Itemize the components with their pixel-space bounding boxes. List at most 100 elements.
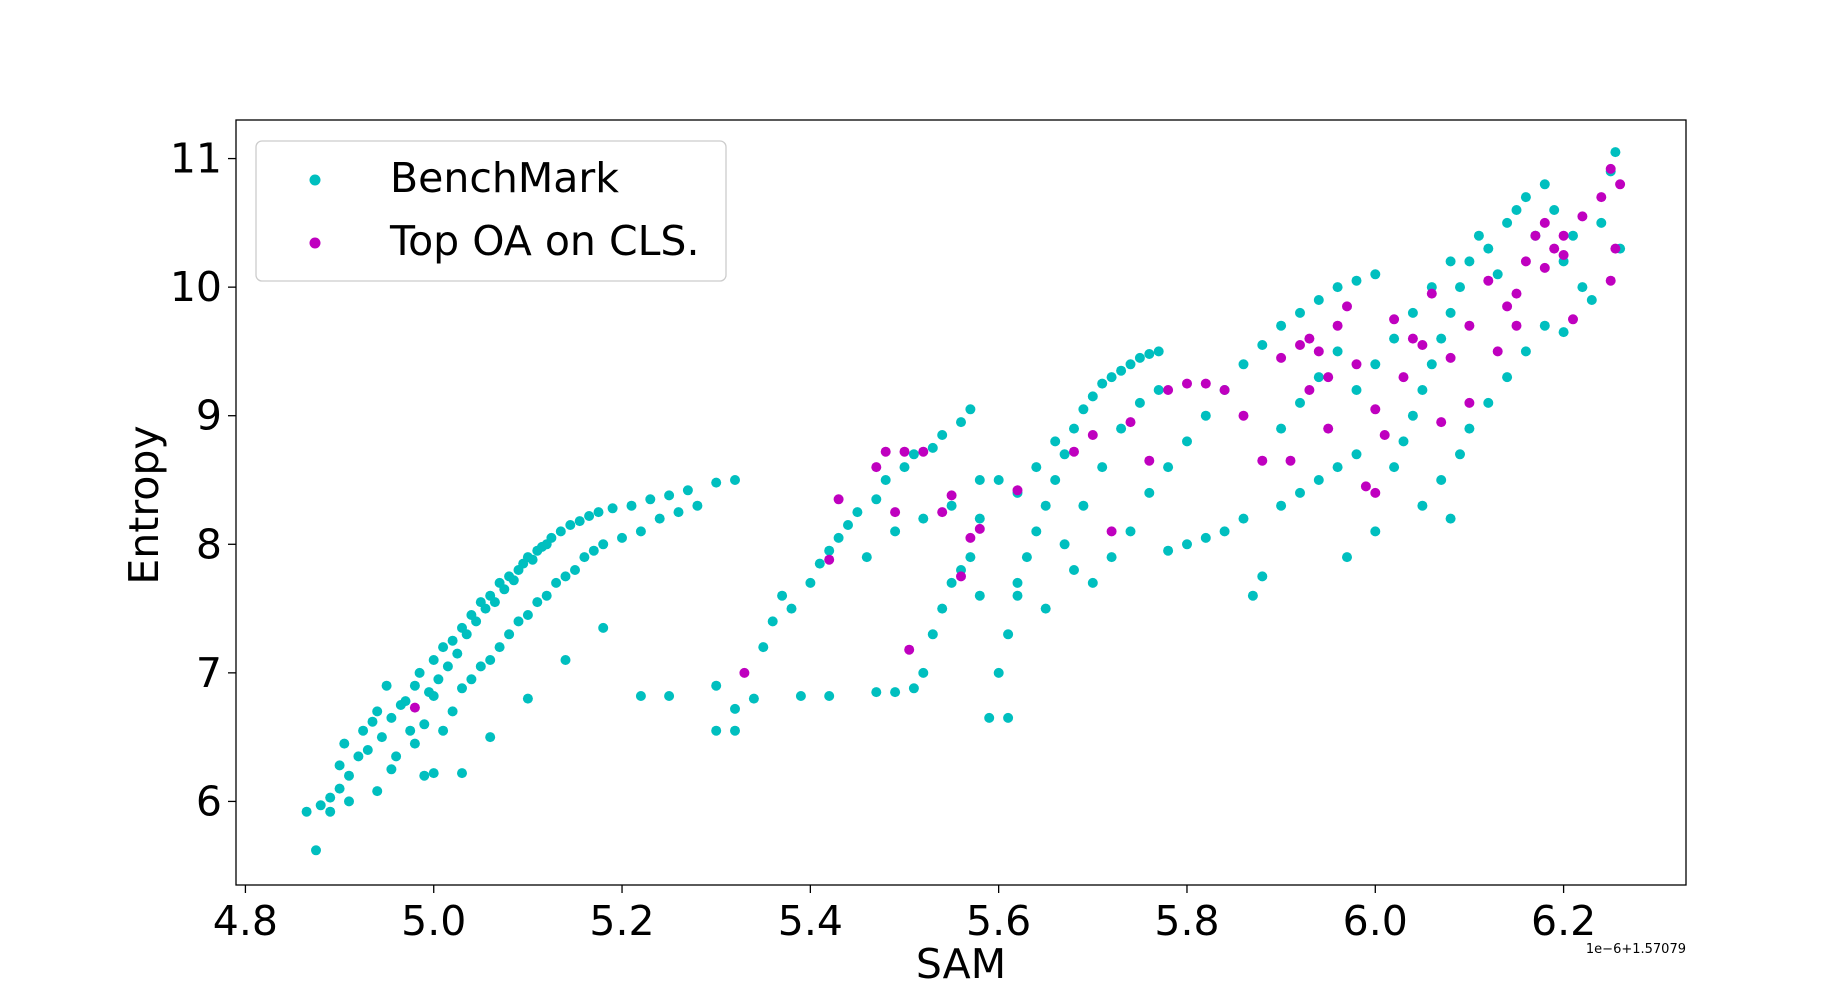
data-point [1276,320,1287,331]
data-point [1116,423,1127,434]
data-point [560,571,571,582]
data-point [1219,526,1230,537]
data-point [1313,295,1324,305]
data-point [824,545,835,556]
data-point [1134,397,1145,408]
data-point [946,500,957,511]
data-point [748,693,759,704]
data-point [890,507,901,518]
data-point [334,783,345,794]
data-point [475,661,486,672]
x-axis-label: SAM [916,940,1006,982]
data-point [438,725,449,736]
data-point [1257,340,1268,350]
data-point [1276,423,1287,434]
x-tick-label: 5.2 [589,897,654,945]
data-point [1219,385,1230,395]
data-point [1483,243,1494,254]
data-point [682,485,693,496]
legend-marker-benchmark [309,174,321,186]
data-point [1370,269,1381,280]
data-point [1445,307,1456,318]
data-point [1069,423,1079,434]
data-point [485,655,496,665]
data-point [1332,320,1343,331]
data-point [1276,352,1287,363]
data-point [1445,256,1456,267]
y-axis: 6 7 8 9 10 11 [170,135,236,825]
data-point [1097,378,1108,389]
data-point [1586,295,1597,305]
data-point [1200,532,1211,543]
data-point [1351,275,1362,286]
data-point [433,674,444,685]
data-point [1610,243,1621,254]
data-point [786,603,797,614]
x-tick-label: 5.6 [966,897,1031,945]
data-point [344,796,354,807]
data-point [1539,262,1550,273]
y-tick-label: 9 [196,392,222,440]
data-point [409,702,420,713]
data-point [1125,417,1136,428]
data-point [805,577,816,588]
data-point [1097,462,1108,473]
data-point [1332,346,1343,357]
data-point [1539,320,1550,331]
data-point [1238,410,1249,421]
data-point [1247,590,1258,601]
series-0 [301,147,1626,856]
data-point [405,725,416,736]
data-point [1464,397,1475,408]
data-point [777,590,788,601]
data-point [635,691,646,701]
data-point [1285,455,1296,466]
data-point [1464,256,1475,267]
data-point [1125,359,1136,370]
data-point [937,603,948,614]
data-point [315,800,326,811]
data-point [1078,500,1089,511]
data-point [1407,307,1418,318]
data-point [471,616,482,627]
data-point [565,520,576,530]
data-point [1304,333,1315,344]
data-point [1426,359,1437,370]
data-point [956,571,966,582]
data-point [1257,455,1268,466]
data-point [635,526,646,537]
data-point [555,526,566,537]
data-point [1464,423,1475,434]
data-point [466,674,477,685]
data-point [1464,320,1475,331]
data-point [1050,475,1061,485]
legend-label-top-oa: Top OA on CLS. [389,217,699,265]
data-point [937,507,948,518]
data-point [1040,603,1051,614]
data-point [1417,340,1428,350]
data-point [1398,372,1409,383]
data-point [1182,539,1192,550]
data-point [965,532,976,543]
data-point [334,760,345,771]
data-point [739,667,750,678]
data-point [593,507,604,518]
data-point [1182,378,1192,389]
data-point [1332,462,1343,473]
data-point [974,475,985,485]
data-point [358,725,369,736]
data-point [499,584,510,595]
x-tick-label: 4.8 [213,897,278,945]
data-point [607,503,618,514]
data-point [1558,230,1569,241]
data-point [617,532,627,543]
plot-area-frame [235,119,1687,886]
legend-box [255,140,727,282]
data-point [1605,275,1616,286]
data-point [428,768,439,779]
data-point [1502,372,1513,383]
data-point [918,446,929,457]
data-point [1031,526,1042,537]
data-point [1389,462,1400,473]
